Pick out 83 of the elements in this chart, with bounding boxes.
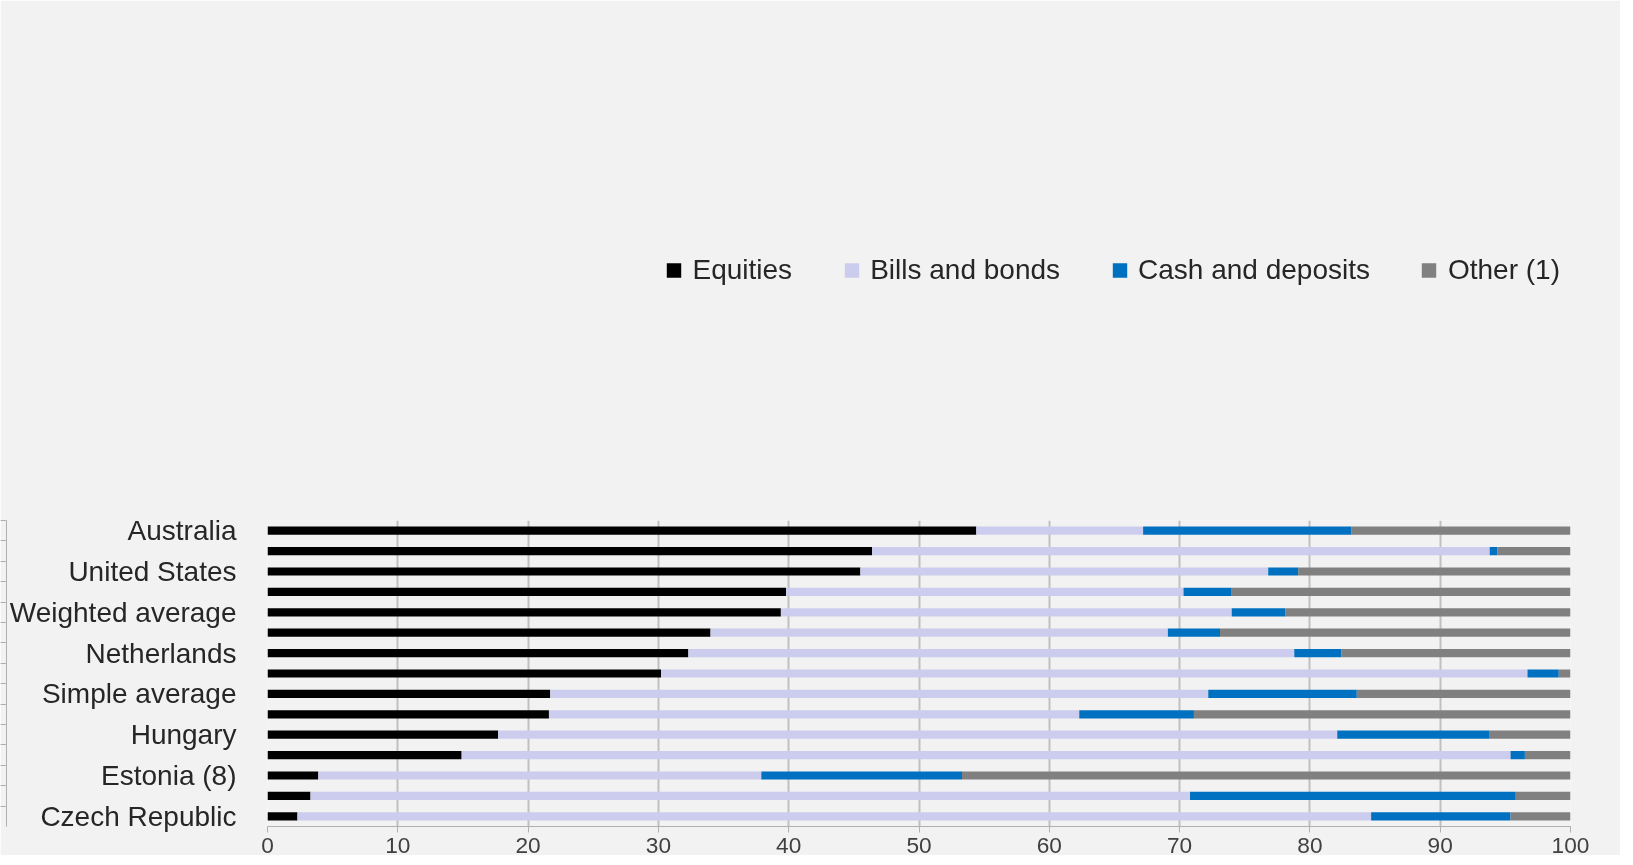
bar (1489, 730, 1571, 739)
bar (976, 526, 1144, 535)
bar (461, 751, 1511, 760)
bar (860, 567, 1269, 576)
x-tick-label: 40 (776, 831, 802, 858)
y-tick-label: Estonia (8) (101, 760, 237, 791)
legend-label: Equities (692, 254, 793, 286)
bar (267, 771, 319, 780)
bar (1143, 526, 1352, 535)
bar (267, 628, 711, 637)
bar (962, 771, 1571, 780)
bar (780, 608, 1232, 617)
bar (1351, 526, 1571, 535)
x-tick-label: 80 (1297, 831, 1323, 858)
y-tick-label: Czech Republic (40, 800, 237, 832)
y-tick-label: Australia (127, 515, 237, 547)
bar (267, 812, 298, 821)
bar (267, 791, 311, 800)
bar (1510, 812, 1571, 821)
x-tick-label: 60 (1036, 831, 1062, 858)
bar (267, 526, 977, 535)
legend-label: Other (1) (1447, 254, 1560, 286)
bar (1219, 628, 1571, 637)
bar (267, 730, 499, 739)
bar (710, 628, 1168, 637)
bar (1231, 587, 1571, 596)
x-tick-label: 30 (645, 831, 671, 858)
bar (297, 812, 1372, 821)
bar (267, 547, 873, 556)
bar (1527, 669, 1559, 678)
x-tick-label: 20 (515, 831, 541, 858)
bar (1208, 689, 1357, 698)
x-tick-label: 90 (1427, 831, 1453, 858)
bar (661, 669, 1528, 678)
bar (1079, 710, 1194, 719)
bar (267, 669, 662, 678)
legend-label: Cash and deposits (1138, 254, 1370, 286)
bar (1371, 812, 1511, 821)
bar (1558, 669, 1571, 678)
bar (1524, 751, 1571, 760)
bar (1356, 689, 1571, 698)
y-tick-label: Netherlands (85, 637, 237, 669)
x-tick-label: 70 (1167, 831, 1193, 858)
bar (1268, 567, 1299, 576)
bar (267, 689, 551, 698)
bar (318, 771, 762, 780)
bar (267, 710, 549, 719)
bar (1497, 547, 1571, 556)
bar (1167, 628, 1220, 637)
y-tick-label: Simple average (41, 678, 237, 710)
bar (1489, 547, 1498, 556)
x-tick-label: 50 (906, 831, 932, 858)
bar (1193, 710, 1571, 719)
bar (1510, 751, 1525, 760)
bar (548, 710, 1080, 719)
y-tick-label: United States (68, 556, 237, 587)
bar (1190, 791, 1516, 800)
bar (550, 689, 1209, 698)
bar (1183, 587, 1232, 596)
x-tick-label: 100 (1551, 831, 1590, 858)
bar (498, 730, 1338, 739)
bar (267, 649, 689, 658)
bar (267, 567, 861, 576)
bar (1231, 608, 1286, 617)
y-tick-label: Weighted average (9, 596, 237, 628)
y-tick-label: Hungary (130, 719, 237, 751)
bar (1337, 730, 1490, 739)
bar (267, 608, 781, 617)
bar (1341, 649, 1571, 658)
bar (761, 771, 962, 780)
bar (688, 649, 1295, 658)
bar (1298, 567, 1571, 576)
x-tick-label: 10 (385, 831, 411, 858)
bar (786, 587, 1184, 596)
bar (267, 751, 462, 760)
bar (1285, 608, 1571, 617)
bar (267, 587, 787, 596)
bar (1515, 791, 1571, 800)
x-tick-label: 0 (261, 831, 274, 858)
bar (872, 547, 1490, 556)
legend-label: Bills and bonds (870, 254, 1061, 286)
bar (1294, 649, 1342, 658)
bar (310, 791, 1191, 800)
